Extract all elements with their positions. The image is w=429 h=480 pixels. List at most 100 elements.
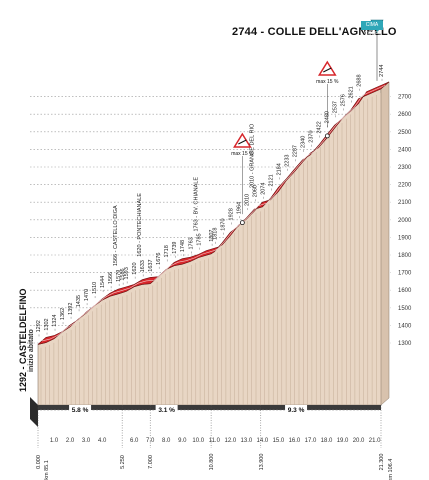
x-tick-label: 19.0 [337, 438, 349, 444]
start-sublabel: inizio abitato [28, 329, 35, 372]
gradient-label-bg [155, 405, 178, 414]
elevation-label: 2340 [300, 136, 306, 148]
sign-slope-glyph [323, 67, 332, 73]
elevation-label: 1964 [236, 202, 242, 214]
max-gradient-sign [233, 132, 252, 148]
elevation-label: 1586 [120, 268, 126, 280]
y-tick-label: 1300 [398, 341, 412, 347]
milestone-label: 13.900 [259, 454, 265, 471]
x-tick-label: 12.0 [224, 438, 236, 444]
x-tick-label: 2.0 [66, 438, 75, 444]
x-tick-label: 8.0 [162, 438, 171, 444]
x-tick-label: 10.0 [192, 438, 204, 444]
elevation-label: 2422 [316, 121, 322, 133]
elevation-label: 1637 [148, 259, 154, 271]
x-tick-label: 18.0 [321, 438, 333, 444]
y-tick-label: 2500 [398, 130, 412, 136]
elevation-label: 1302 [44, 318, 50, 330]
gradient-label-bg [69, 405, 92, 414]
gradient-label: 9.3 % [288, 407, 305, 414]
elevation-label: 2010 [244, 194, 250, 206]
elevation-label: 2621 [349, 86, 355, 98]
sign-marker-dot [239, 220, 245, 226]
y-tick-label: 2000 [398, 218, 412, 224]
base-band [38, 405, 381, 410]
sign-slope-glyph [238, 139, 247, 145]
elevation-label: 1620 [132, 262, 138, 274]
elevation-label: 2537 [333, 101, 339, 113]
x-tick-label: 1.0 [50, 438, 59, 444]
elevation-label: 1324 [52, 315, 58, 327]
milestone-label: 10.800 [209, 454, 215, 471]
y-tick-label: 2700 [398, 95, 412, 101]
start-block [30, 397, 38, 427]
gradient-label-bg [285, 405, 308, 414]
milestone-label: 0.000 [36, 455, 42, 469]
elevation-label: 1928 [228, 208, 234, 220]
elevation-label: 1807 [209, 230, 215, 242]
distance-axis: 1.0 2.0 3.0 4.0 6.0 7.0 8.0 9.0 10.0 11.0 12.0 13.0… [36, 405, 394, 480]
elevation-label: 1748 [180, 240, 186, 252]
race-km-label: km 106.4 [388, 459, 394, 480]
y-tick-label: 1800 [398, 253, 412, 259]
elevation-label: 1435 [76, 295, 82, 307]
profile-top-band [37, 81, 390, 345]
x-tick-label: 7.0 [146, 438, 155, 444]
elevation-label: 2744 [379, 65, 385, 77]
x-tick-label: 16.0 [289, 438, 301, 444]
sign-marker-dot [324, 133, 330, 139]
elevation-label: 2688 [357, 74, 363, 86]
x-tick-label: 4.0 [98, 438, 107, 444]
max-gradient-label: max 15 % [231, 151, 254, 157]
elevation-label: 1870 [220, 218, 226, 230]
elevation-label: 1470 [84, 289, 90, 301]
elevation-label: 1579 [116, 270, 122, 282]
waypoint-label: 2010 - GRANGE DEL RIO [249, 123, 255, 188]
x-tick-label: 21.0 [369, 438, 381, 444]
waypoint-label: 1620 - PONTECHIANALE [137, 193, 143, 257]
y-tick-label: 1900 [398, 235, 412, 241]
elevation-label: 2184 [276, 163, 282, 175]
gradient-label: 5.8 % [72, 407, 89, 414]
y-tick-label: 1400 [398, 323, 412, 329]
y-tick-label: 2200 [398, 183, 412, 189]
max-gradient-sign [317, 60, 337, 76]
elevation-label: 2074 [260, 183, 266, 195]
milestone-label: 5.250 [120, 455, 126, 469]
elevation-label: 1510 [92, 282, 98, 294]
elevation-label: 1593 [124, 267, 130, 279]
y-tick-label: 1600 [398, 288, 412, 294]
elevation-label: 1739 [172, 241, 178, 253]
profile-top-highlight [41, 85, 386, 342]
profile-edge [37, 81, 390, 345]
cima-coppi-badge: CIMA COPPI [361, 21, 383, 37]
x-tick-label: 6.0 [130, 438, 139, 444]
x-tick-label: 14.0 [257, 438, 269, 444]
profile-side [380, 81, 390, 406]
y-tick-label: 2300 [398, 165, 412, 171]
elevation-label: 2121 [268, 174, 274, 186]
elevation-label: 1785 [196, 233, 202, 245]
elevation-label: 1763 [188, 237, 194, 249]
elevation-label: 2060 [252, 185, 258, 197]
milestone-label: 7.000 [148, 455, 154, 469]
elevation-label: 1633 [140, 260, 146, 272]
elevation-label: 1818 [212, 228, 218, 240]
elevation-label: 1566 [108, 272, 114, 284]
waypoint-label: 1763 - BV. CHIANALE [193, 177, 199, 232]
waypoint-label: 1566 - CASTELLO DIGA [113, 205, 119, 266]
x-tick-label: 20.0 [353, 438, 365, 444]
race-km-label: km 85.1 [44, 460, 50, 480]
y-tick-label: 1700 [398, 271, 412, 277]
x-tick-label: 13.0 [241, 438, 253, 444]
milestone-label: 21.300 [379, 454, 385, 471]
y-tick-label: 2100 [398, 200, 412, 206]
start-title: 1292 - CASTELDELFINO [18, 288, 28, 392]
x-tick-label: 11.0 [209, 438, 221, 444]
elevation-label: 1362 [60, 308, 66, 320]
x-tick-label: 15.0 [273, 438, 285, 444]
elevation-label: 1544 [100, 276, 106, 288]
elevation-label: 2370 [308, 130, 314, 142]
